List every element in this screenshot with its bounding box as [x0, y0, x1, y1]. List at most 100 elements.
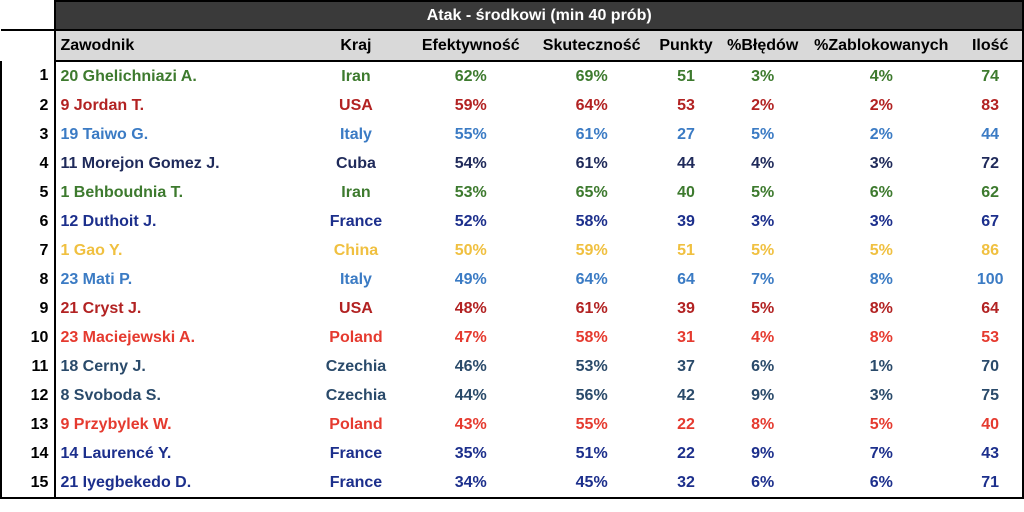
punkty-value: 22: [677, 444, 695, 462]
rank-cell: 9: [0, 294, 57, 323]
bledow-value: 9%: [751, 444, 775, 462]
ilosc-value: 100: [958, 265, 1024, 294]
player-name: 19 Taiwo G.: [60, 125, 149, 143]
zablokowanych-value: 2%: [869, 96, 893, 114]
ilosc-value: 74: [958, 61, 1024, 91]
stats-table-container: Atak - środkowi (min 40 prób) Zawodnik K…: [0, 0, 1024, 499]
skutecznosc-value: 45%: [532, 468, 651, 499]
punkty-value: 39: [677, 212, 695, 230]
rank-cell: 7: [0, 236, 57, 265]
skutecznosc-value: 64%: [575, 270, 608, 288]
country: Iran: [341, 183, 371, 201]
punkty-value: 53: [677, 96, 695, 114]
bledow-value: 3%: [751, 212, 775, 230]
country: Czechia: [325, 386, 387, 404]
country: France: [329, 212, 383, 230]
zablokowanych-value: 5%: [869, 241, 893, 259]
title-spacer: [1, 1, 56, 31]
punkty-value: 64: [677, 270, 695, 288]
table-row: 15 21 Iyegbekedo D. France 34% 45% 32 6% 6% 71: [0, 468, 1024, 499]
skutecznosc-value: 65%: [575, 183, 608, 201]
skutecznosc-value: 59%: [575, 241, 608, 259]
player-name: 11 Morejon Gomez J.: [60, 154, 220, 172]
efektywnosc-value: 46%: [454, 357, 487, 375]
bledow-value: 6%: [751, 357, 775, 375]
rank-cell: 5: [0, 178, 57, 207]
zablokowanych-value: 3%: [869, 386, 893, 404]
rank-cell: 11: [0, 352, 57, 381]
efektywnosc-value: 47%: [454, 328, 487, 346]
punkty-value: 40: [677, 183, 695, 201]
col-header-punkty: Punkty: [650, 30, 722, 62]
bledow-value: 2%: [751, 96, 775, 114]
col-header-ilosc: Ilość: [958, 30, 1024, 62]
rank-cell: 1: [0, 61, 57, 91]
zablokowanych-value: 6%: [804, 468, 959, 499]
ilosc-value: 44: [958, 120, 1024, 149]
punkty-value: 51: [677, 241, 695, 259]
punkty-value: 37: [677, 357, 695, 375]
skutecznosc-value: 55%: [575, 415, 608, 433]
table-title: Atak - środkowi (min 40 prób): [54, 0, 1024, 31]
efektywnosc-value: 48%: [454, 299, 487, 317]
table-row: 8 23 Mati P. Italy 49% 64% 64 7% 8% 100: [0, 265, 1024, 294]
ilosc-value: 72: [958, 149, 1024, 178]
col-header-kraj: Kraj: [302, 30, 409, 62]
table-row: 10 23 Maciejewski A. Poland 47% 58% 31 4% 8% 53: [0, 323, 1024, 352]
country: Iran: [341, 67, 371, 85]
player-name: 23 Mati P.: [60, 270, 133, 288]
rank-cell: 13: [0, 410, 57, 439]
skutecznosc-value: 61%: [575, 154, 608, 172]
player-name: 23 Maciejewski A.: [60, 328, 196, 346]
player-name: 21 Iyegbekedo D.: [55, 468, 303, 499]
bledow-value: 8%: [751, 415, 775, 433]
table-row: 4 11 Morejon Gomez J. Cuba 54% 61% 44 4% 3% 72: [0, 149, 1024, 178]
efektywnosc-value: 35%: [454, 444, 487, 462]
rank-cell: 3: [0, 120, 57, 149]
col-header-bledow: %Błędów: [721, 30, 805, 62]
zablokowanych-value: 2%: [869, 125, 893, 143]
table-row: 1 20 Ghelichniazi A. Iran 62% 69% 51 3% 4% 74: [0, 61, 1024, 91]
col-header-zablokowanych: %Zablokowanych: [804, 30, 959, 62]
zablokowanych-value: 8%: [869, 270, 893, 288]
efektywnosc-value: 49%: [454, 270, 487, 288]
rank-cell: 14: [0, 439, 57, 468]
efektywnosc-value: 34%: [408, 468, 533, 499]
country: Cuba: [335, 154, 376, 172]
punkty-value: 32: [650, 468, 722, 499]
table-row: 14 14 Laurencé Y. France 35% 51% 22 9% 7% 43: [0, 439, 1024, 468]
ilosc-value: 86: [958, 236, 1024, 265]
zablokowanych-value: 4%: [869, 67, 893, 85]
zablokowanych-value: 7%: [869, 444, 893, 462]
country: USA: [339, 299, 373, 317]
player-name: 18 Cerny J.: [60, 357, 146, 375]
efektywnosc-value: 53%: [454, 183, 487, 201]
col-header-efektywnosc: Efektywność: [408, 30, 533, 62]
player-name: 9 Jordan T.: [60, 96, 145, 114]
bledow-value: 3%: [751, 67, 775, 85]
efektywnosc-value: 59%: [454, 96, 487, 114]
skutecznosc-value: 56%: [575, 386, 608, 404]
player-name: 1 Gao Y.: [60, 241, 123, 259]
player-name: 14 Laurencé Y.: [60, 444, 172, 462]
rank-header: [1, 30, 56, 61]
country: France: [302, 468, 409, 499]
country: USA: [339, 96, 373, 114]
zablokowanych-value: 3%: [869, 212, 893, 230]
country: Italy: [339, 270, 372, 288]
bledow-value: 4%: [751, 154, 775, 172]
punkty-value: 31: [677, 328, 695, 346]
ilosc-value: 67: [958, 207, 1024, 236]
zablokowanych-value: 3%: [869, 154, 893, 172]
punkty-value: 27: [677, 125, 695, 143]
skutecznosc-value: 51%: [575, 444, 608, 462]
efektywnosc-value: 43%: [454, 415, 487, 433]
ilosc-value: 43: [958, 439, 1024, 468]
table-row: 6 12 Duthoit J. France 52% 58% 39 3% 3% 67: [0, 207, 1024, 236]
bledow-value: 6%: [721, 468, 805, 499]
ilosc-value: 53: [958, 323, 1024, 352]
table-row: 3 19 Taiwo G. Italy 55% 61% 27 5% 2% 44: [0, 120, 1024, 149]
ilosc-value: 64: [958, 294, 1024, 323]
rank-cell: 4: [0, 149, 57, 178]
